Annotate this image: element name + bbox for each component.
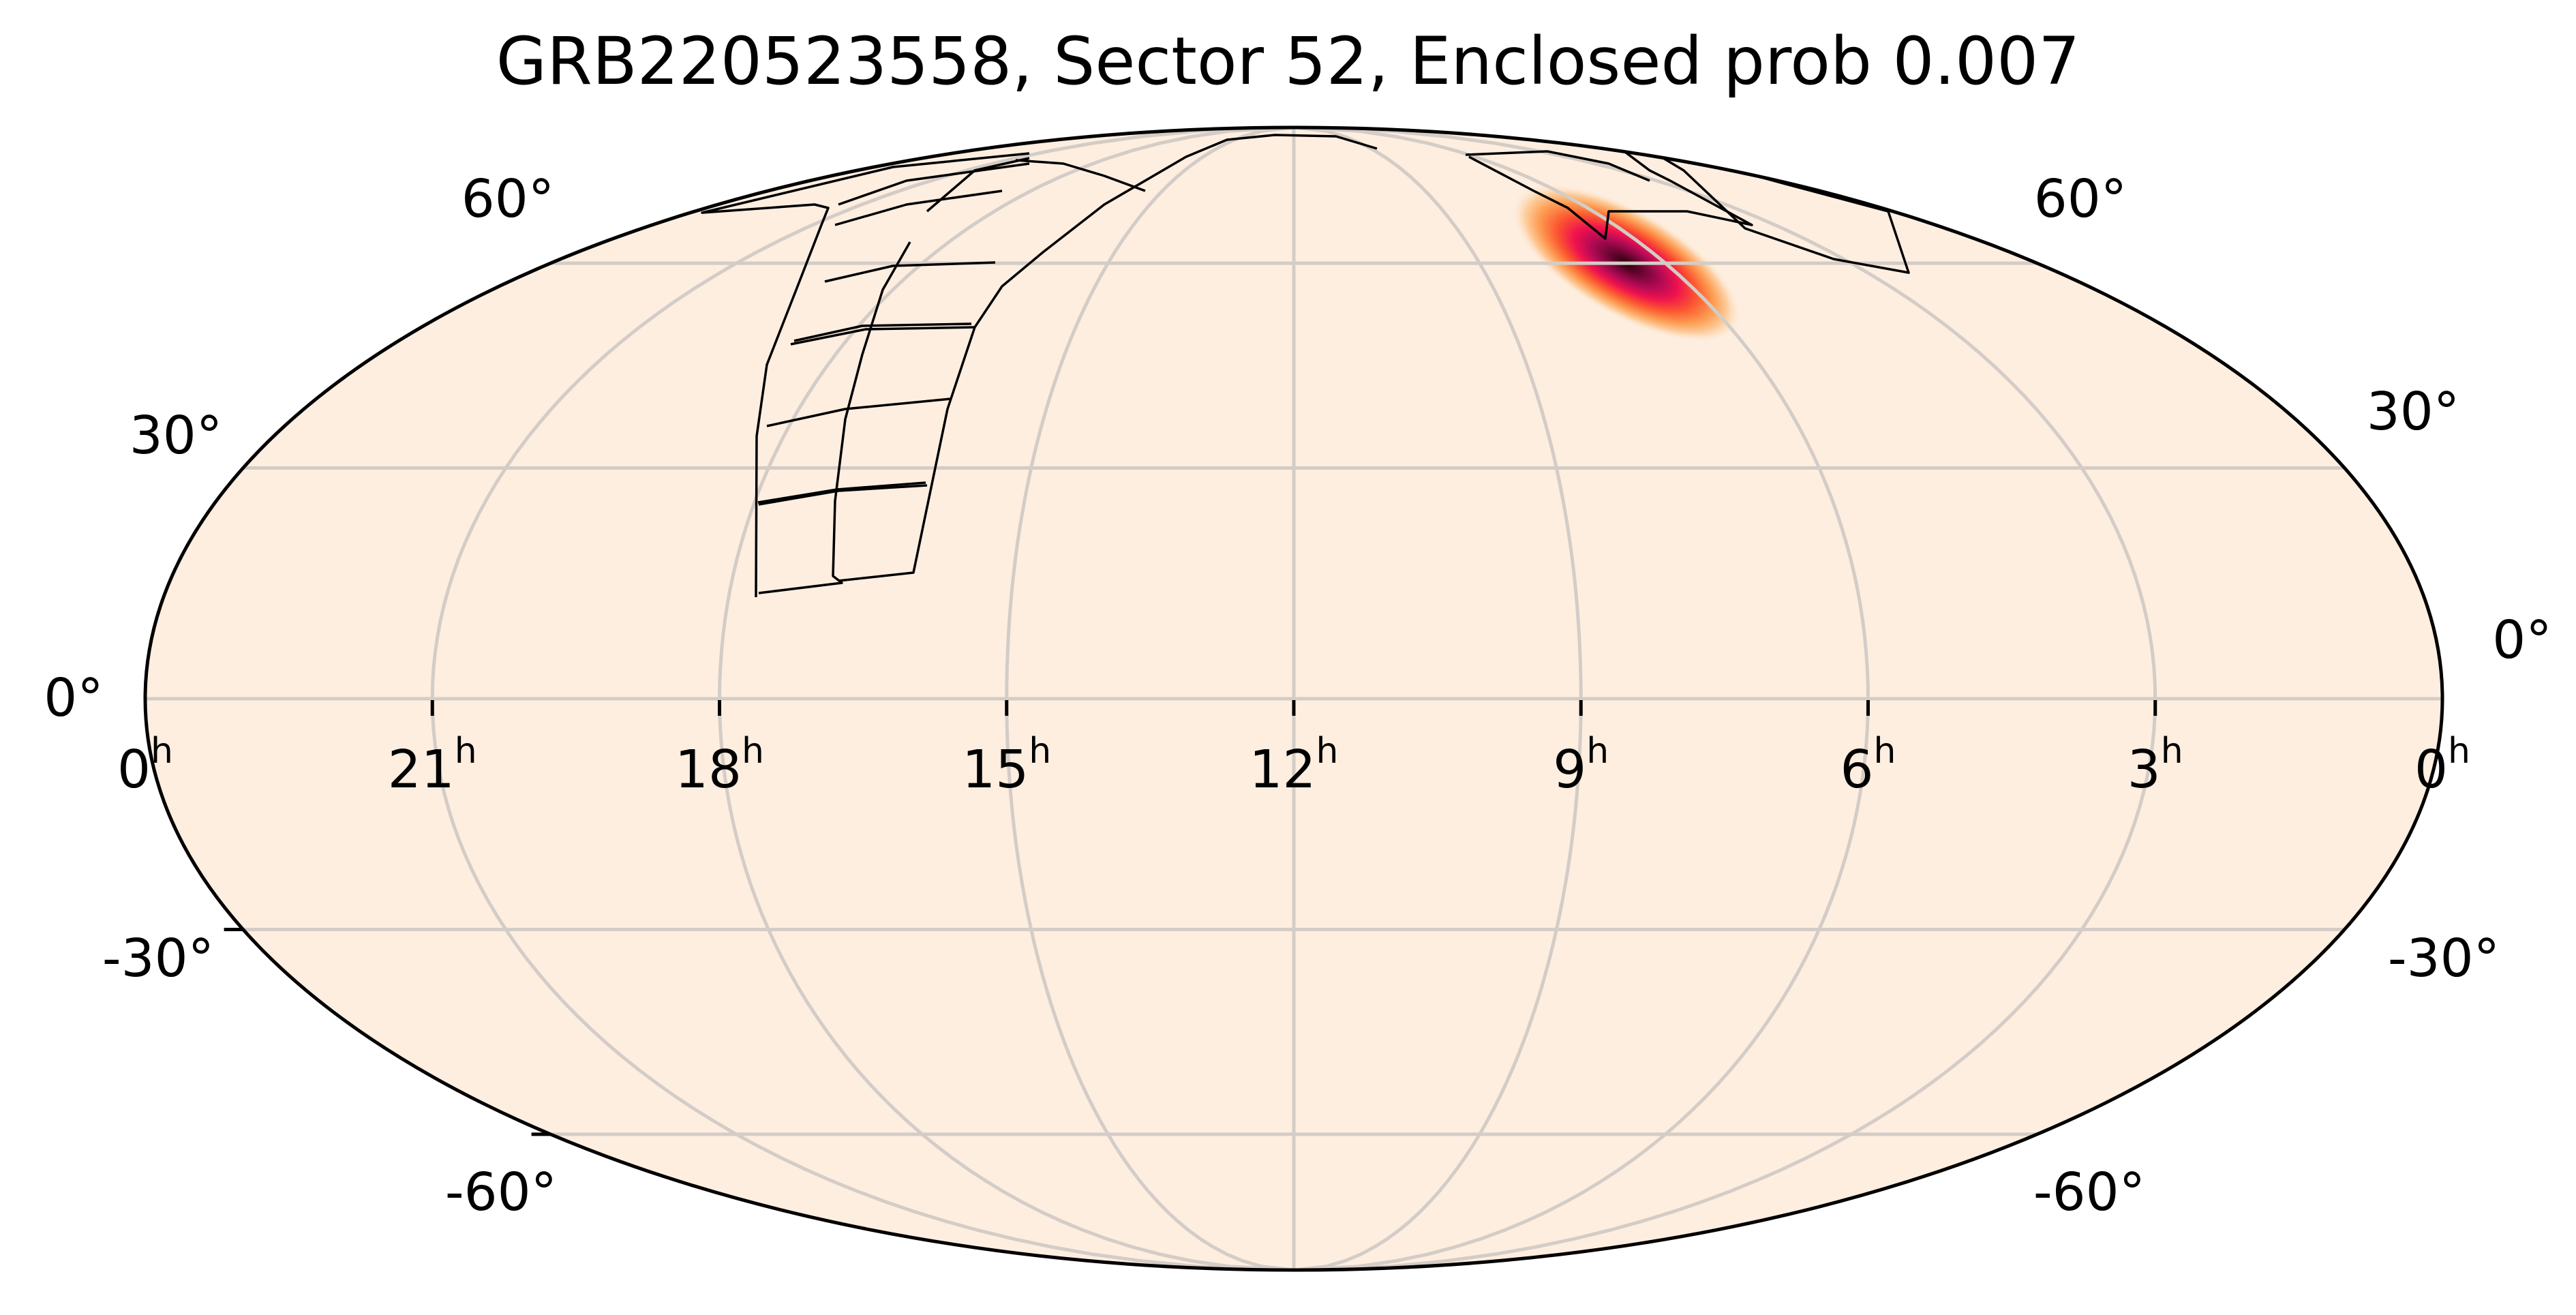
meridian-line bbox=[1005, 127, 1294, 1270]
sector-outline bbox=[824, 261, 996, 283]
dec-label-left: 0° bbox=[44, 668, 104, 729]
graticule-grid bbox=[145, 127, 2442, 1270]
sector-outline bbox=[834, 190, 1003, 226]
meridian-line bbox=[430, 127, 1294, 1270]
ra-tick-label: 9h bbox=[1553, 731, 1609, 800]
axis-ticks bbox=[224, 700, 2157, 1136]
sector-outline bbox=[1465, 150, 1650, 182]
dec-label-left: -30° bbox=[102, 928, 214, 989]
dec-label-right: 0° bbox=[2492, 610, 2552, 671]
meridian-line bbox=[717, 127, 1294, 1270]
axis-labels: 0h 21h 18h 15h 12h 9h 6h 3h 0h 60° 30° 0° -30° -60° 60… bbox=[44, 169, 2552, 1223]
sector-outline bbox=[790, 326, 975, 346]
meridian-line bbox=[1293, 127, 1870, 1270]
sector-outline bbox=[926, 157, 1030, 213]
dec-label-right: 30° bbox=[2367, 382, 2459, 442]
sector-outline bbox=[766, 397, 952, 427]
ra-tick-label: 21h bbox=[388, 731, 477, 800]
dec-label-right: -30° bbox=[2388, 928, 2500, 989]
dec-label-left: 30° bbox=[130, 406, 222, 466]
ra-tick-label: 0h bbox=[117, 731, 173, 800]
ra-tick-label: 12h bbox=[1249, 731, 1339, 800]
dec-label-right: -60° bbox=[2033, 1162, 2145, 1223]
sector-outline bbox=[757, 481, 926, 504]
sector-outline bbox=[793, 322, 972, 342]
ra-tick-label: 18h bbox=[675, 731, 764, 800]
dec-label-left: -60° bbox=[445, 1162, 557, 1223]
sector-outline bbox=[838, 162, 1030, 206]
dec-label-left: 60° bbox=[461, 169, 554, 230]
ra-tick-label: 15h bbox=[962, 731, 1051, 800]
ra-tick-label: 0h bbox=[2414, 731, 2470, 800]
sector-outline bbox=[701, 152, 1030, 598]
ra-tick-label: 6h bbox=[1840, 731, 1896, 800]
dec-label-right: 60° bbox=[2034, 169, 2127, 230]
sector-outline bbox=[1468, 155, 1753, 240]
sky-boundary bbox=[143, 125, 2444, 1272]
sector-outline bbox=[758, 484, 928, 506]
sector-outline bbox=[1015, 159, 1146, 192]
chart-title: GRB220523558, Sector 52, Enclosed prob 0… bbox=[496, 23, 2080, 100]
sector-outline bbox=[1621, 149, 1671, 182]
meridian-line bbox=[1293, 127, 1583, 1270]
ra-tick-label: 3h bbox=[2127, 731, 2183, 800]
sector-outline bbox=[838, 134, 1378, 582]
